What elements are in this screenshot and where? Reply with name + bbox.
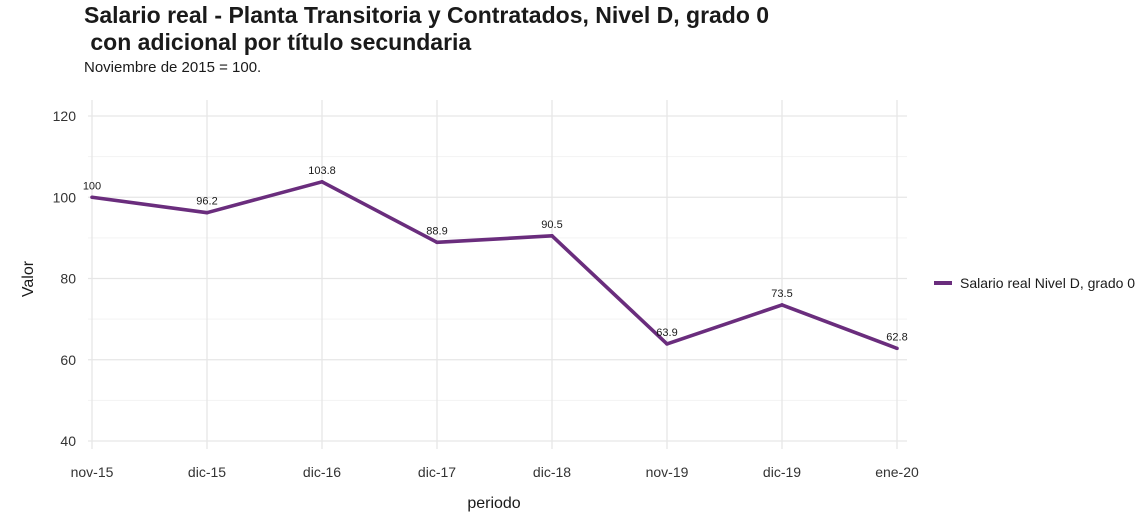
legend: Salario real Nivel D, grado 0 [934,275,1135,291]
x-axis-label: periodo [467,495,520,512]
x-tick-label: nov-19 [646,464,689,480]
y-tick-label: 40 [60,433,76,449]
series-line [91,180,898,351]
x-tick-label: ene-20 [875,464,919,480]
data-point [435,240,439,245]
data-label: 73.5 [771,288,792,300]
y-tick-labels: 40 60 80 100 120 [53,108,77,449]
x-tick-label: dic-17 [418,464,456,480]
data-point [205,210,209,215]
y-tick-label: 100 [53,189,77,205]
x-tick-label: dic-19 [763,464,801,480]
data-point [780,303,784,307]
data-point [895,346,899,351]
x-tick-label: dic-18 [533,464,571,480]
data-point [90,195,94,200]
data-label: 103.8 [308,165,336,177]
grid-lines [88,100,907,449]
series-layer [90,180,899,351]
legend-label: Salario real Nivel D, grado 0 [960,275,1136,291]
legend-key [934,281,952,285]
data-point [320,180,324,184]
data-label: 90.5 [541,219,562,231]
data-label: 96.2 [196,196,217,208]
data-label: 63.9 [656,327,677,339]
data-label: 88.9 [426,225,447,237]
x-tick-labels: nov-15 dic-15 dic-16 dic-17 dic-18 nov-19 dic-… [71,464,919,480]
y-tick-label: 80 [60,271,76,287]
data-point [550,234,554,238]
data-point [665,342,669,346]
y-tick-label: 60 [60,352,76,368]
data-label: 100 [83,180,101,192]
x-tick-label: dic-15 [188,464,226,480]
x-tick-label: dic-16 [303,464,341,480]
chart-title: Salario real - Planta Transitoria y Cont… [84,2,770,55]
y-axis-label: Valor [20,260,37,297]
chart-subtitle: Noviembre de 2015 = 100. [84,59,262,76]
data-labels: 100 96.2 103.8 88.9 90.5 63.9 73.5 62.8 [83,165,908,344]
data-label: 62.8 [886,331,907,343]
x-tick-label: nov-15 [71,464,114,480]
y-tick-label: 120 [53,108,77,124]
